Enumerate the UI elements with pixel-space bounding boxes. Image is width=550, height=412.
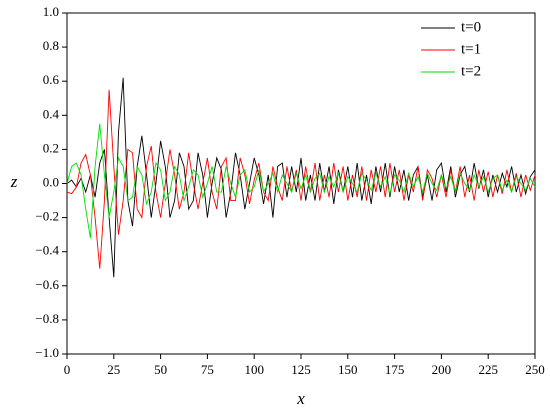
y-tick-label: 0.8 — [43, 38, 59, 53]
series-line — [66, 89, 536, 269]
x-tick-label: 250 — [525, 362, 545, 377]
x-tick-label: 175 — [385, 362, 405, 377]
y-tick-label: 0.6 — [43, 72, 60, 87]
x-tick-label: 150 — [338, 362, 358, 377]
x-tick-label: 225 — [478, 362, 498, 377]
y-tick-label: −0.2 — [35, 209, 59, 224]
x-axis-label: x — [296, 389, 305, 408]
series-line — [66, 77, 536, 278]
legend-label: t=0 — [461, 19, 481, 35]
y-tick-label: 1.0 — [43, 4, 59, 19]
x-tick-label: 75 — [201, 362, 214, 377]
y-tick-label: 0.2 — [43, 140, 59, 155]
y-tick-label: 0.0 — [43, 174, 59, 189]
x-tick-label: 125 — [291, 362, 311, 377]
y-axis-label: z — [10, 172, 18, 191]
x-tick-label: 0 — [64, 362, 71, 377]
y-tick-label: −0.4 — [35, 243, 59, 258]
legend-label: t=1 — [461, 41, 481, 57]
y-tick-label: −0.8 — [35, 311, 59, 326]
y-tick-label: 0.4 — [43, 106, 60, 121]
x-tick-label: 50 — [154, 362, 167, 377]
x-tick-label: 200 — [432, 362, 452, 377]
y-tick-label: −1.0 — [35, 345, 59, 360]
legend-label: t=2 — [461, 63, 481, 79]
x-tick-label: 100 — [244, 362, 264, 377]
x-tick-label: 25 — [107, 362, 120, 377]
y-tick-label: −0.6 — [35, 277, 59, 292]
series-line — [66, 123, 536, 239]
